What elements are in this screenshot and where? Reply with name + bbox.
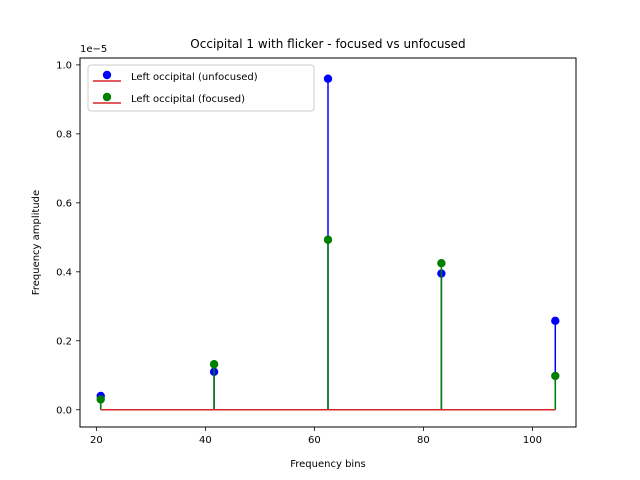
y-tick-label: 0.2 <box>56 336 72 347</box>
x-tick-label: 60 <box>308 435 321 446</box>
stem-marker <box>96 395 105 404</box>
axes: 20 40 60 80 100 0.0 0.2 0.4 0.6 0.8 1.0 <box>56 60 542 446</box>
stem-marker <box>323 235 333 244</box>
stem-marker <box>323 74 333 83</box>
legend: Left occipital (unfocused) Left occipita… <box>87 64 315 112</box>
legend-label-focused: Left occipital (focused) <box>131 94 245 105</box>
legend-marker-unfocused <box>102 70 112 80</box>
plot-frame <box>79 57 577 428</box>
y-tick-label: 0.0 <box>56 405 72 416</box>
y-tick-label: 1.0 <box>56 60 72 71</box>
y-tick-label: 0.8 <box>56 129 72 140</box>
y-tick-label: 0.4 <box>56 267 72 278</box>
x-tick-label: 40 <box>199 435 212 446</box>
stem-marker <box>209 360 219 369</box>
y-axis-label: Frequency amplitude <box>31 190 42 295</box>
x-tick-label: 80 <box>417 435 430 446</box>
y-tick-label: 0.6 <box>56 198 72 209</box>
legend-frame <box>87 64 315 112</box>
x-tick-label: 20 <box>90 435 103 446</box>
stem-marker <box>551 371 560 381</box>
y-offset-label: 1e−5 <box>80 44 107 55</box>
legend-marker-focused <box>102 92 112 102</box>
plot-area <box>96 74 560 411</box>
series-focused <box>96 235 560 410</box>
chart-title: Occipital 1 with flicker - focused vs un… <box>190 37 465 51</box>
stem-marker <box>437 258 446 268</box>
legend-label-unfocused: Left occipital (unfocused) <box>131 72 258 83</box>
x-tick-label: 100 <box>523 435 542 446</box>
x-axis-label: Frequency bins <box>290 459 366 470</box>
stem-marker <box>551 316 560 325</box>
